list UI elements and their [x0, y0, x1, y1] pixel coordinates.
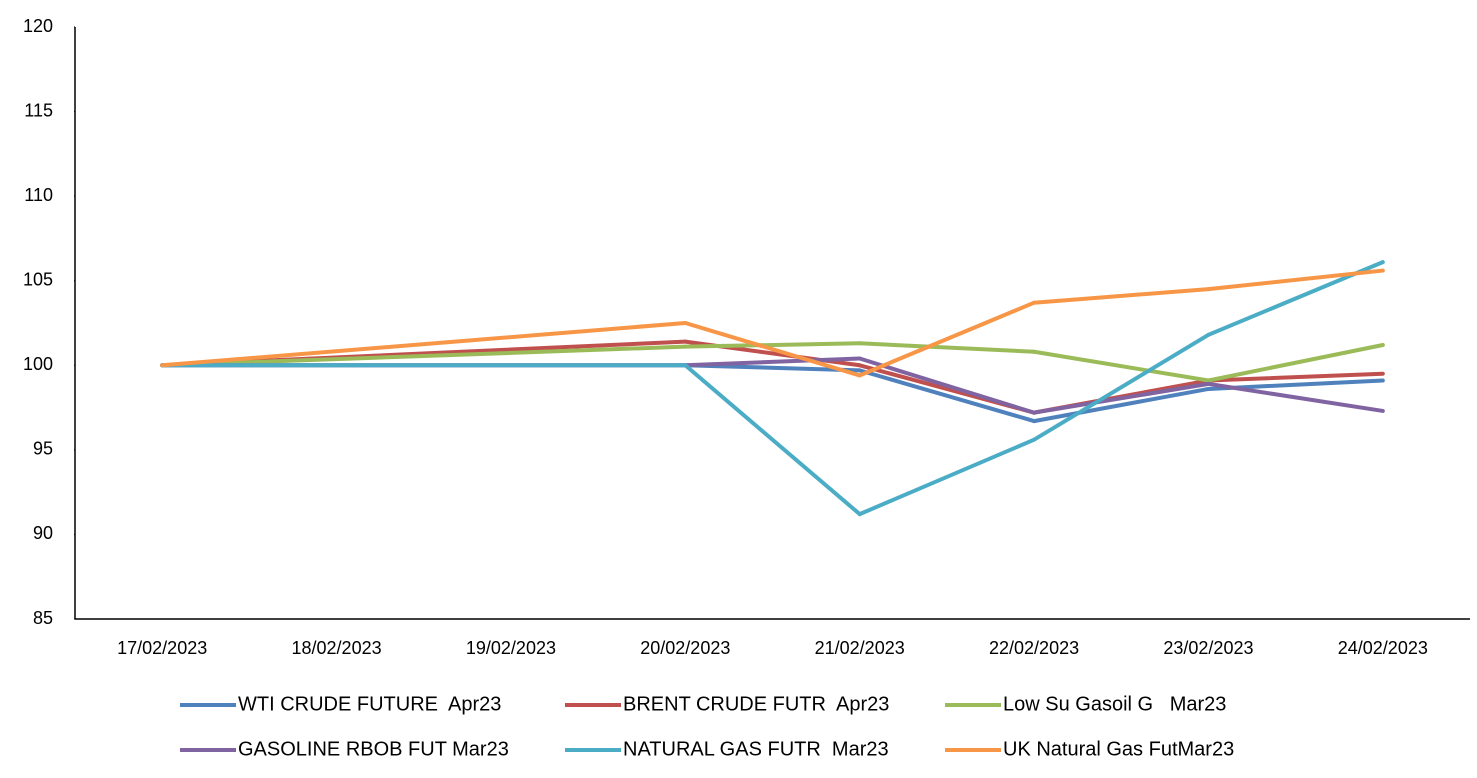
series-line — [857, 300, 1037, 378]
series-line — [1032, 381, 1211, 415]
y-tick-label: 105 — [23, 269, 53, 289]
series-line — [1032, 349, 1211, 383]
series-line — [1206, 342, 1385, 383]
series-line — [1206, 268, 1385, 292]
legend-label: UK Natural Gas FutMar23 — [1003, 738, 1234, 760]
series-line — [1032, 386, 1211, 424]
y-tick-label: 100 — [23, 354, 53, 374]
y-tick-label: 95 — [33, 439, 53, 459]
legend-label: WTI CRUDE FUTURE Apr23 — [238, 693, 501, 715]
series-line — [857, 437, 1037, 517]
series-line — [160, 344, 688, 368]
series-line — [683, 341, 862, 349]
series-line — [683, 363, 862, 517]
legend-label: BRENT CRUDE FUTR Apr23 — [623, 693, 889, 715]
x-tick-label: 17/02/2023 — [117, 638, 207, 658]
y-tick-label: 90 — [33, 523, 53, 543]
legend-label: GASOLINE RBOB FUT Mar23 — [238, 738, 509, 760]
x-tick-label: 20/02/2023 — [640, 638, 730, 658]
x-tick-label: 24/02/2023 — [1338, 638, 1428, 658]
y-tick-label: 110 — [24, 185, 53, 205]
series-line — [1206, 381, 1385, 413]
x-tick-label: 23/02/2023 — [1163, 638, 1253, 658]
series-line — [1032, 332, 1211, 442]
y-tick-label: 85 — [33, 608, 53, 628]
legend-label: NATURAL GAS FUTR Mar23 — [623, 738, 889, 760]
series-line — [857, 368, 1037, 424]
series-line — [857, 341, 1037, 354]
x-tick-label: 18/02/2023 — [292, 638, 382, 658]
series-line — [1206, 371, 1385, 383]
series-line — [1032, 287, 1211, 305]
y-tick-label: 120 — [23, 16, 53, 36]
x-tick-label: 22/02/2023 — [989, 638, 1079, 658]
x-tick-label: 21/02/2023 — [815, 638, 905, 658]
y-tick-label: 115 — [24, 100, 53, 120]
series-line — [160, 321, 688, 368]
series-line — [683, 321, 862, 378]
legend-label: Low Su Gasoil G Mar23 — [1003, 693, 1226, 715]
x-tick-label: 19/02/2023 — [466, 638, 556, 658]
series-line — [683, 356, 862, 368]
series-line — [857, 356, 1037, 415]
